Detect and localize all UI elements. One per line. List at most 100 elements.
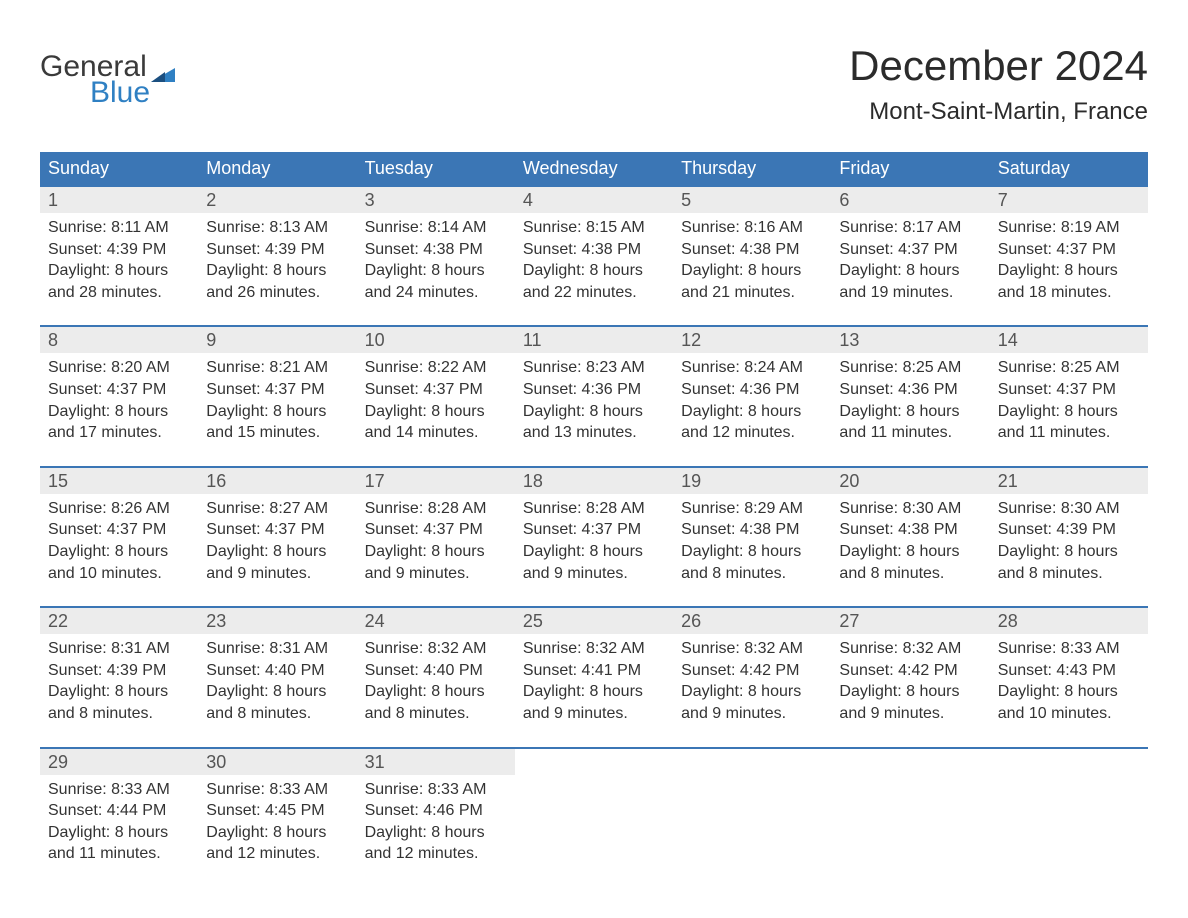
calendar-day: 7Sunrise: 8:19 AMSunset: 4:37 PMDaylight… [990,187,1148,311]
sunset-text: Sunset: 4:39 PM [48,660,190,682]
calendar-day: 3Sunrise: 8:14 AMSunset: 4:38 PMDaylight… [357,187,515,311]
daylight-text: Daylight: 8 hours and 28 minutes. [48,260,190,303]
sunrise-text: Sunrise: 8:31 AM [48,638,190,660]
sunset-text: Sunset: 4:37 PM [365,519,507,541]
day-number: 27 [831,608,989,634]
sunrise-text: Sunrise: 8:21 AM [206,357,348,379]
sunrise-text: Sunrise: 8:28 AM [365,498,507,520]
day-body [831,775,989,853]
sunset-text: Sunset: 4:37 PM [365,379,507,401]
sunset-text: Sunset: 4:39 PM [206,239,348,261]
day-body: Sunrise: 8:19 AMSunset: 4:37 PMDaylight:… [990,213,1148,311]
calendar-day: 15Sunrise: 8:26 AMSunset: 4:37 PMDayligh… [40,468,198,592]
calendar-day [515,749,673,873]
sunset-text: Sunset: 4:37 PM [998,239,1140,261]
sunset-text: Sunset: 4:39 PM [998,519,1140,541]
calendar-day: 20Sunrise: 8:30 AMSunset: 4:38 PMDayligh… [831,468,989,592]
calendar-day: 12Sunrise: 8:24 AMSunset: 4:36 PMDayligh… [673,327,831,451]
daylight-text: Daylight: 8 hours and 8 minutes. [206,681,348,724]
day-number: 10 [357,327,515,353]
weekday-label: Thursday [673,152,831,185]
daylight-text: Daylight: 8 hours and 8 minutes. [48,681,190,724]
day-body: Sunrise: 8:27 AMSunset: 4:37 PMDaylight:… [198,494,356,592]
day-body: Sunrise: 8:25 AMSunset: 4:37 PMDaylight:… [990,353,1148,451]
day-body: Sunrise: 8:17 AMSunset: 4:37 PMDaylight:… [831,213,989,311]
daylight-text: Daylight: 8 hours and 9 minutes. [365,541,507,584]
calendar-day: 11Sunrise: 8:23 AMSunset: 4:36 PMDayligh… [515,327,673,451]
sunrise-text: Sunrise: 8:23 AM [523,357,665,379]
sunset-text: Sunset: 4:36 PM [839,379,981,401]
daylight-text: Daylight: 8 hours and 12 minutes. [365,822,507,865]
day-number: 24 [357,608,515,634]
sunrise-text: Sunrise: 8:15 AM [523,217,665,239]
calendar-day: 6Sunrise: 8:17 AMSunset: 4:37 PMDaylight… [831,187,989,311]
calendar-day: 18Sunrise: 8:28 AMSunset: 4:37 PMDayligh… [515,468,673,592]
calendar-day: 24Sunrise: 8:32 AMSunset: 4:40 PMDayligh… [357,608,515,732]
day-number: 12 [673,327,831,353]
day-number: 25 [515,608,673,634]
sunrise-text: Sunrise: 8:22 AM [365,357,507,379]
daylight-text: Daylight: 8 hours and 26 minutes. [206,260,348,303]
day-number: 7 [990,187,1148,213]
day-body: Sunrise: 8:25 AMSunset: 4:36 PMDaylight:… [831,353,989,451]
daylight-text: Daylight: 8 hours and 18 minutes. [998,260,1140,303]
sunset-text: Sunset: 4:38 PM [681,519,823,541]
daylight-text: Daylight: 8 hours and 24 minutes. [365,260,507,303]
daylight-text: Daylight: 8 hours and 8 minutes. [839,541,981,584]
day-number [990,749,1148,775]
daylight-text: Daylight: 8 hours and 21 minutes. [681,260,823,303]
daylight-text: Daylight: 8 hours and 9 minutes. [839,681,981,724]
sunset-text: Sunset: 4:39 PM [48,239,190,261]
daylight-text: Daylight: 8 hours and 19 minutes. [839,260,981,303]
daylight-text: Daylight: 8 hours and 13 minutes. [523,401,665,444]
sunrise-text: Sunrise: 8:13 AM [206,217,348,239]
sunset-text: Sunset: 4:42 PM [839,660,981,682]
sunrise-text: Sunrise: 8:33 AM [365,779,507,801]
sunrise-text: Sunrise: 8:32 AM [681,638,823,660]
calendar-day: 27 Sunrise: 8:32 AMSunset: 4:42 PMDayligh… [831,608,989,732]
calendar-day: 13Sunrise: 8:25 AMSunset: 4:36 PMDayligh… [831,327,989,451]
weekday-label: Tuesday [357,152,515,185]
daylight-text: Daylight: 8 hours and 12 minutes. [206,822,348,865]
calendar-day: 30Sunrise: 8:33 AMSunset: 4:45 PMDayligh… [198,749,356,873]
calendar-day [831,749,989,873]
day-number [673,749,831,775]
day-number: 5 [673,187,831,213]
sunset-text: Sunset: 4:38 PM [523,239,665,261]
day-number: 1 [40,187,198,213]
sunset-text: Sunset: 4:38 PM [365,239,507,261]
day-body: Sunrise: 8:28 AMSunset: 4:37 PMDaylight:… [357,494,515,592]
calendar-week: 22Sunrise: 8:31 AMSunset: 4:39 PMDayligh… [40,606,1148,732]
day-number: 23 [198,608,356,634]
sunrise-text: Sunrise: 8:30 AM [839,498,981,520]
daylight-text: Daylight: 8 hours and 15 minutes. [206,401,348,444]
day-body: Sunrise: 8:20 AMSunset: 4:37 PMDaylight:… [40,353,198,451]
daylight-text: Daylight: 8 hours and 12 minutes. [681,401,823,444]
calendar-day: 9Sunrise: 8:21 AMSunset: 4:37 PMDaylight… [198,327,356,451]
sunrise-text: Sunrise: 8:32 AM [365,638,507,660]
day-body: Sunrise: 8:33 AMSunset: 4:43 PMDaylight:… [990,634,1148,732]
sunset-text: Sunset: 4:37 PM [206,379,348,401]
calendar-day: 23Sunrise: 8:31 AMSunset: 4:40 PMDayligh… [198,608,356,732]
weekday-label: Monday [198,152,356,185]
brand-text: General Blue [40,52,175,108]
sunrise-text: Sunrise: 8:25 AM [839,357,981,379]
sunset-text: Sunset: 4:43 PM [998,660,1140,682]
sunrise-text: Sunrise: 8:32 AM [839,638,981,660]
brand-word-2: Blue [90,78,175,108]
sunrise-text: Sunrise: 8:19 AM [998,217,1140,239]
daylight-text: Daylight: 8 hours and 22 minutes. [523,260,665,303]
sunset-text: Sunset: 4:37 PM [839,239,981,261]
daylight-text: Daylight: 8 hours and 9 minutes. [523,681,665,724]
weekday-label: Saturday [990,152,1148,185]
sunrise-text: Sunrise: 8:33 AM [206,779,348,801]
location: Mont-Saint-Martin, France [849,98,1148,126]
calendar-day: 22Sunrise: 8:31 AMSunset: 4:39 PMDayligh… [40,608,198,732]
calendar-day: 8Sunrise: 8:20 AMSunset: 4:37 PMDaylight… [40,327,198,451]
daylight-text: Daylight: 8 hours and 8 minutes. [365,681,507,724]
calendar-day: 10Sunrise: 8:22 AMSunset: 4:37 PMDayligh… [357,327,515,451]
sunrise-text: Sunrise: 8:26 AM [48,498,190,520]
sunrise-text: Sunrise: 8:20 AM [48,357,190,379]
sunrise-text: Sunrise: 8:16 AM [681,217,823,239]
calendar-day: 16Sunrise: 8:27 AMSunset: 4:37 PMDayligh… [198,468,356,592]
